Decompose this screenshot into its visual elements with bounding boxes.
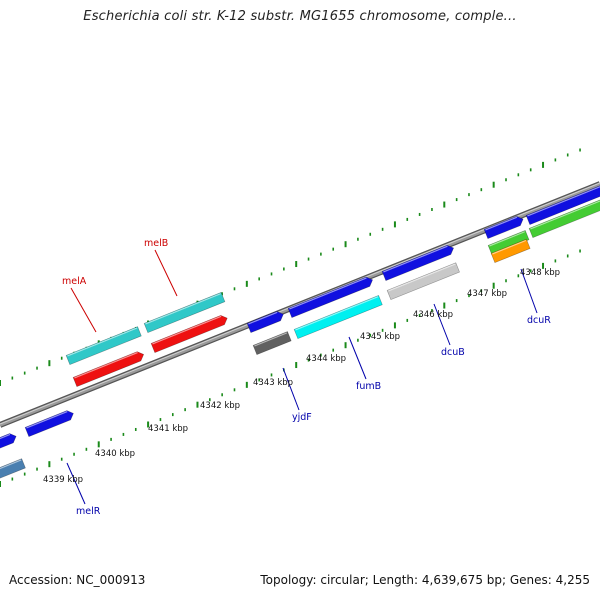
gene-features[interactable] <box>0 182 600 482</box>
gene-feature[interactable] <box>287 275 374 319</box>
gene-feature[interactable] <box>0 458 26 482</box>
leader-line <box>348 336 367 380</box>
gene-label-melA[interactable]: melA <box>62 276 87 287</box>
gene-feature[interactable] <box>0 432 18 452</box>
gene-feature[interactable] <box>293 295 383 340</box>
gene-feature[interactable] <box>143 292 226 334</box>
leader-line <box>520 268 538 314</box>
gene-label-melR[interactable]: melR <box>76 506 101 517</box>
accession-text: Accession: NC_000913 <box>9 573 146 587</box>
gene-feature[interactable] <box>490 238 531 264</box>
gene-label-fumB[interactable]: fumB <box>356 381 381 392</box>
gene-feature[interactable] <box>246 310 285 334</box>
gene-feature[interactable] <box>487 230 530 256</box>
ruler-label: 4339 kbp <box>43 475 83 485</box>
ruler-label: 4348 kbp <box>520 268 560 278</box>
leader-line <box>70 287 97 333</box>
ruler-label: 4345 kbp <box>360 332 400 342</box>
ruler-label: 4344 kbp <box>306 354 346 364</box>
gene-label-dcuR[interactable]: dcuR <box>527 315 551 326</box>
gene-feature[interactable] <box>381 243 455 282</box>
gene-label-dcuB[interactable]: dcuB <box>441 347 465 358</box>
gene-feature[interactable] <box>150 314 229 354</box>
gene-feature[interactable] <box>65 326 142 366</box>
map-title: Escherichia coli str. K-12 substr. MG165… <box>83 9 517 24</box>
gene-feature[interactable] <box>483 214 525 240</box>
gene-feature[interactable] <box>72 350 145 388</box>
ruler-label: 4341 kbp <box>148 424 188 434</box>
gene-feature[interactable] <box>386 262 460 301</box>
ruler-label: 4340 kbp <box>95 449 135 459</box>
leader-line <box>433 303 451 346</box>
gene-feature[interactable] <box>252 331 292 356</box>
ruler-label: 4347 kbp <box>467 289 507 299</box>
ruler-label: 4343 kbp <box>253 378 293 388</box>
gene-label-yjdF[interactable]: yjdF <box>292 412 312 423</box>
label-leader-lines <box>66 249 538 505</box>
ruler-label: 4342 kbp <box>200 401 240 411</box>
lower-tick-track <box>0 249 581 487</box>
leader-line <box>66 462 86 505</box>
ruler-labels: 4339 kbp 4340 kbp 4341 kbp 4342 kbp 4343 kbp… <box>43 268 560 485</box>
gene-feature[interactable] <box>24 409 75 438</box>
leader-line <box>282 367 300 411</box>
topology-summary: Topology: circular; Length: 4,639,675 bp… <box>260 573 590 587</box>
gene-label-melB[interactable]: melB <box>144 238 168 249</box>
ruler-label: 4346 kbp <box>413 310 453 320</box>
gene-labels[interactable]: melB melA melR yjdF fumB dcuB dcuR <box>62 238 551 517</box>
gene-feature[interactable] <box>525 182 600 226</box>
leader-line <box>154 249 178 297</box>
gene-feature[interactable] <box>528 198 600 239</box>
